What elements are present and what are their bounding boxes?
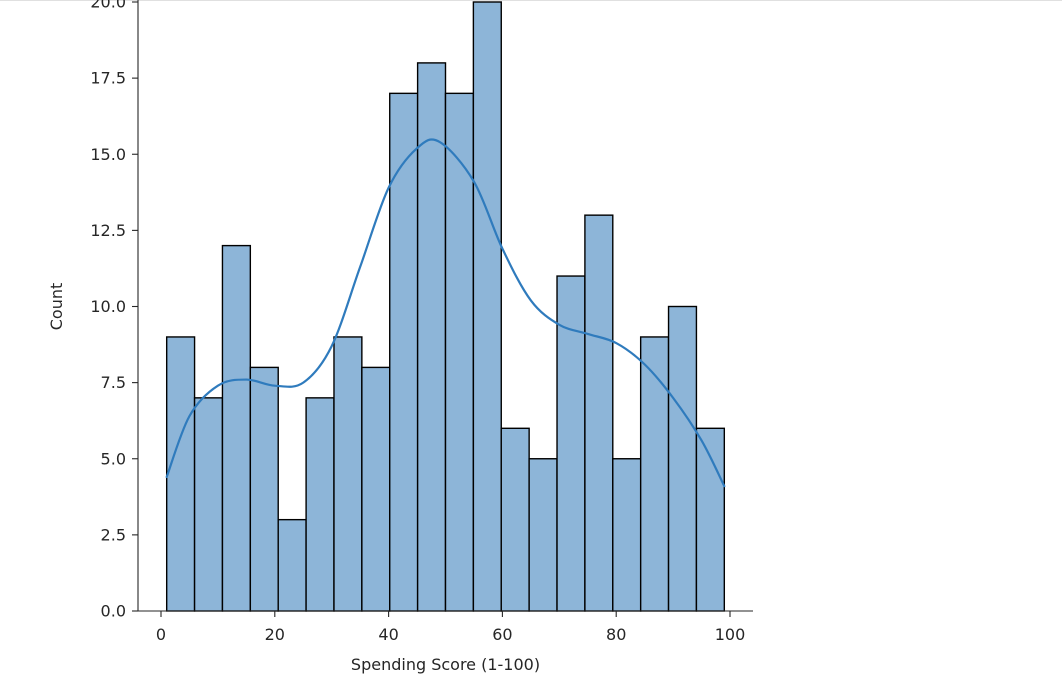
y-tick-label: 2.5 [101, 525, 126, 544]
histogram-bar [389, 92, 419, 612]
y-tick-label: 12.5 [90, 221, 126, 240]
kde-line [165, 138, 726, 488]
tick-marks: 0.0 2.5 5.0 7.5 10.0 12.5 15.0 17.5 20.0 0 20 40 60 8… [90, 0, 745, 644]
y-tick-label: 7.5 [101, 373, 126, 392]
histogram-bar [165, 336, 196, 612]
histogram-bar [639, 336, 670, 612]
y-tick-label: 0.0 [101, 602, 126, 621]
x-tick-label: 60 [492, 625, 512, 644]
top-border-line [0, 0, 1062, 1]
histogram-bar [193, 397, 224, 612]
histogram-bar [667, 305, 698, 612]
histogram-bar [305, 397, 335, 612]
x-tick-label: 0 [156, 625, 166, 644]
histogram-bar [333, 336, 363, 612]
histogram-bar [612, 458, 642, 612]
y-tick-label: 17.5 [90, 69, 126, 88]
y-axis-label: Count [47, 283, 66, 331]
x-tick-label: 80 [606, 625, 626, 644]
histogram-bar [472, 1, 502, 612]
histogram-bar [500, 427, 530, 612]
y-tick-label: 20.0 [90, 0, 126, 12]
x-tick-label: 20 [265, 625, 285, 644]
histogram-bar [444, 92, 475, 612]
histogram-bar [249, 366, 279, 612]
axis-labels: Spending Score (1-100) Count [47, 283, 540, 674]
histogram-bars [165, 1, 726, 612]
y-tick-label: 15.0 [90, 145, 126, 164]
histogram-bar [277, 518, 307, 612]
histogram-bar [584, 214, 614, 612]
x-axis-label: Spending Score (1-100) [351, 655, 540, 674]
histogram-bar [361, 366, 391, 612]
y-tick-label: 10.0 [90, 297, 126, 316]
histogram-bar [221, 244, 252, 612]
x-tick-label: 40 [378, 625, 398, 644]
axes [137, 0, 753, 612]
kde-curve-group [165, 138, 726, 488]
x-tick-label: 100 [715, 625, 746, 644]
histogram-bar [528, 458, 558, 612]
y-tick-label: 5.0 [101, 449, 126, 468]
